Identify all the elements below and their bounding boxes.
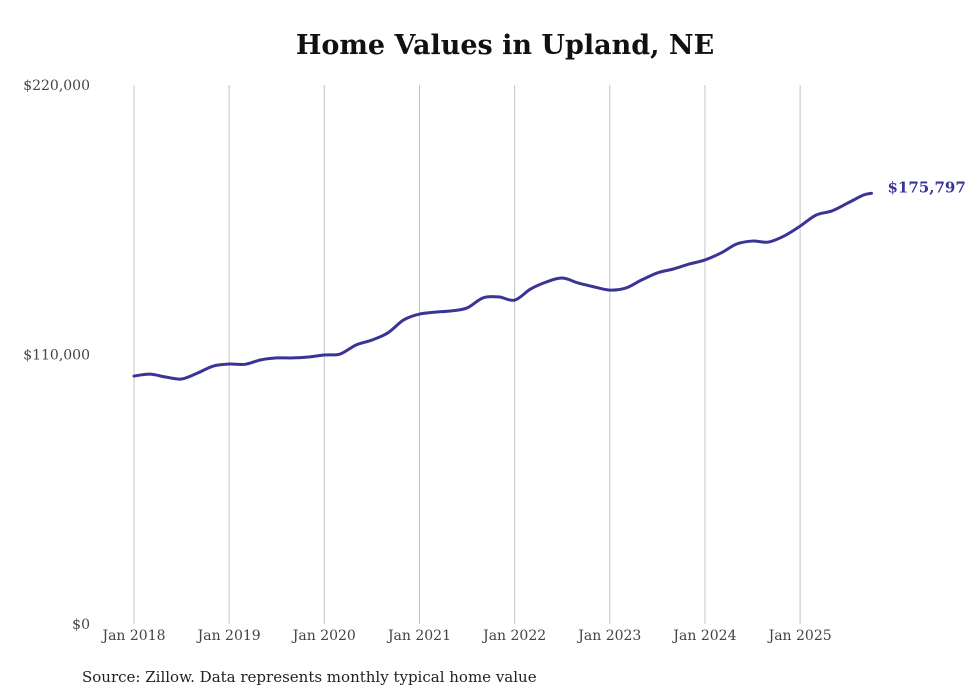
x-tick-label: Jan 2025 <box>767 628 832 644</box>
x-tick-label: Jan 2020 <box>291 628 356 644</box>
y-tick-label: $220,000 <box>23 78 90 94</box>
y-tick-label: $0 <box>72 617 90 633</box>
x-tick-label: Jan 2021 <box>386 628 451 644</box>
x-tick-label: Jan 2019 <box>196 628 261 644</box>
x-tick-label: Jan 2022 <box>481 628 546 644</box>
chart-title: Home Values in Upland, NE <box>295 30 715 61</box>
series-line <box>132 191 873 381</box>
x-tick-label: Jan 2018 <box>100 628 165 644</box>
x-tick-label: Jan 2024 <box>671 628 736 644</box>
y-tick-label: $110,000 <box>23 348 90 364</box>
x-tick-label: Jan 2023 <box>576 628 641 644</box>
source-note: Source: Zillow. Data represents monthly … <box>82 668 537 686</box>
end-value-label: $175,797 <box>887 178 965 196</box>
